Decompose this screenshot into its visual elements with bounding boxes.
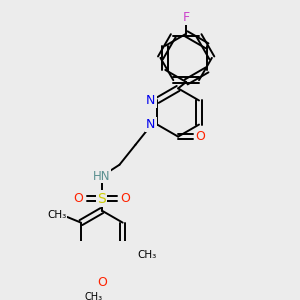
Text: N: N (146, 118, 155, 131)
Text: N: N (146, 94, 155, 107)
Text: O: O (195, 130, 205, 143)
Text: HN: HN (93, 169, 110, 182)
Text: F: F (183, 11, 190, 24)
Text: O: O (97, 276, 107, 290)
Text: CH₃: CH₃ (137, 250, 156, 260)
Text: CH₃: CH₃ (85, 292, 103, 300)
Text: O: O (120, 192, 130, 205)
Text: O: O (74, 192, 83, 205)
Text: CH₃: CH₃ (47, 210, 66, 220)
Text: S: S (98, 191, 106, 206)
